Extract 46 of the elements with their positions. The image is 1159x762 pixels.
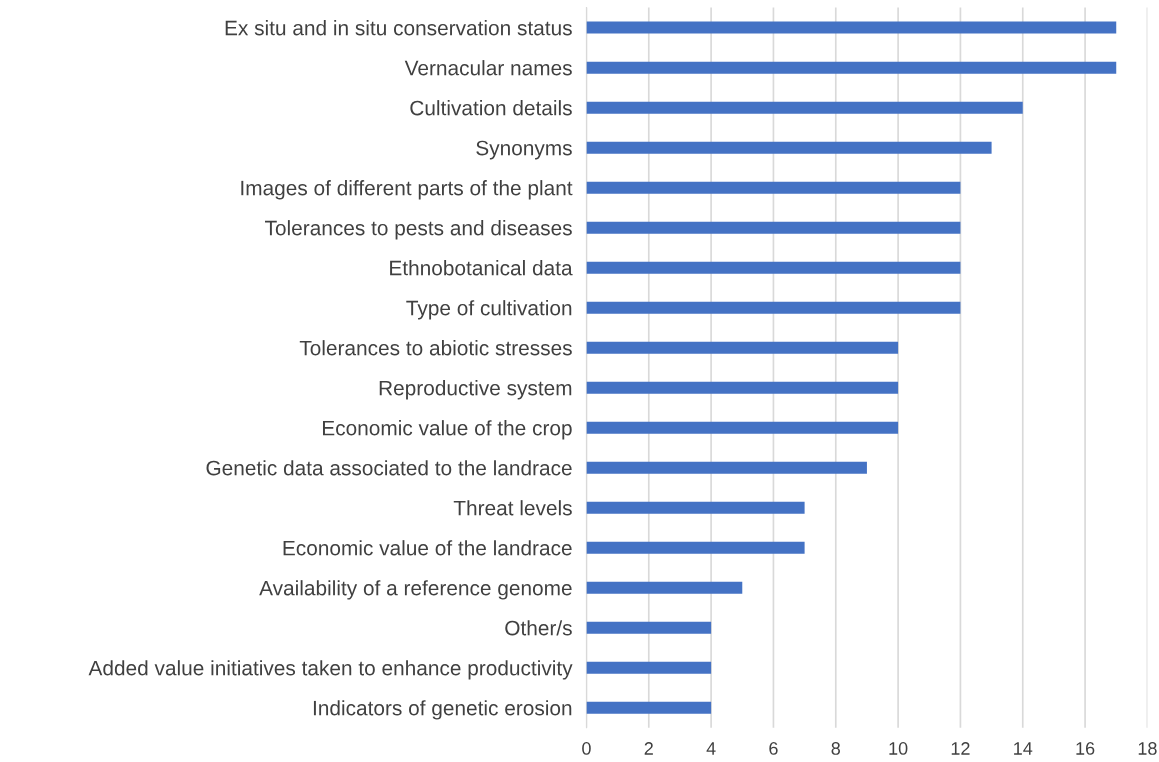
y-tick-label: Type of cultivation — [406, 300, 572, 320]
bar — [586, 661, 712, 674]
y-tick-label: Images of different parts of the plant — [241, 180, 573, 200]
y-tick-label: Economic value of the landrace — [283, 540, 572, 556]
y-tick-label: Reproductive system — [379, 380, 572, 400]
bar — [586, 221, 961, 234]
y-tick-label: Ethnobotanical data — [390, 260, 573, 276]
y-tick-label: Availability of a reference genome — [259, 580, 572, 600]
y-tick-label: Added value initiatives taken to enhance productivity — [88, 660, 573, 680]
y-tick-label: Threat levels — [453, 500, 572, 516]
bar — [586, 541, 805, 554]
bar — [586, 501, 805, 514]
bar — [586, 21, 1117, 34]
x-tick-label: 18 — [1138, 742, 1157, 755]
bar — [586, 701, 712, 714]
y-tick-label: Cultivation details — [410, 100, 572, 116]
bar — [586, 301, 961, 314]
y-tick-label: Vernacular names — [404, 60, 572, 76]
y-tick-label: Ex situ and in situ conservation status — [225, 20, 572, 36]
x-tick-label: 2 — [644, 742, 653, 755]
x-tick-label: 4 — [706, 742, 716, 755]
y-tick-label: Tolerances to pests and diseases — [265, 220, 572, 240]
y-tick-label: Genetic data associated to the landrace — [206, 460, 572, 476]
x-tick-label: 6 — [769, 742, 778, 755]
y-tick-label: Tolerances to abiotic stresses — [299, 340, 572, 356]
x-tick-label: 12 — [951, 742, 970, 755]
x-tick-label: 10 — [889, 742, 908, 755]
bar — [586, 381, 899, 394]
bar — [586, 461, 867, 474]
x-tick-label: 14 — [1014, 742, 1033, 755]
bar — [586, 621, 712, 634]
bar — [586, 181, 961, 194]
x-tick-label: 0 — [582, 742, 591, 755]
bar — [586, 581, 743, 594]
y-tick-label: Economic value of the crop — [323, 420, 572, 440]
y-tick-label: Other/s — [505, 620, 572, 636]
bar — [586, 141, 992, 154]
x-tick-label: 16 — [1076, 742, 1095, 755]
bar — [586, 341, 899, 354]
bar — [586, 61, 1117, 74]
x-tick-label: 8 — [831, 742, 840, 755]
bar — [586, 101, 1023, 114]
bar — [586, 261, 961, 274]
y-tick-label: Indicators of genetic erosion — [313, 700, 572, 720]
bar — [586, 421, 899, 434]
y-tick-label: Synonyms — [476, 140, 572, 160]
